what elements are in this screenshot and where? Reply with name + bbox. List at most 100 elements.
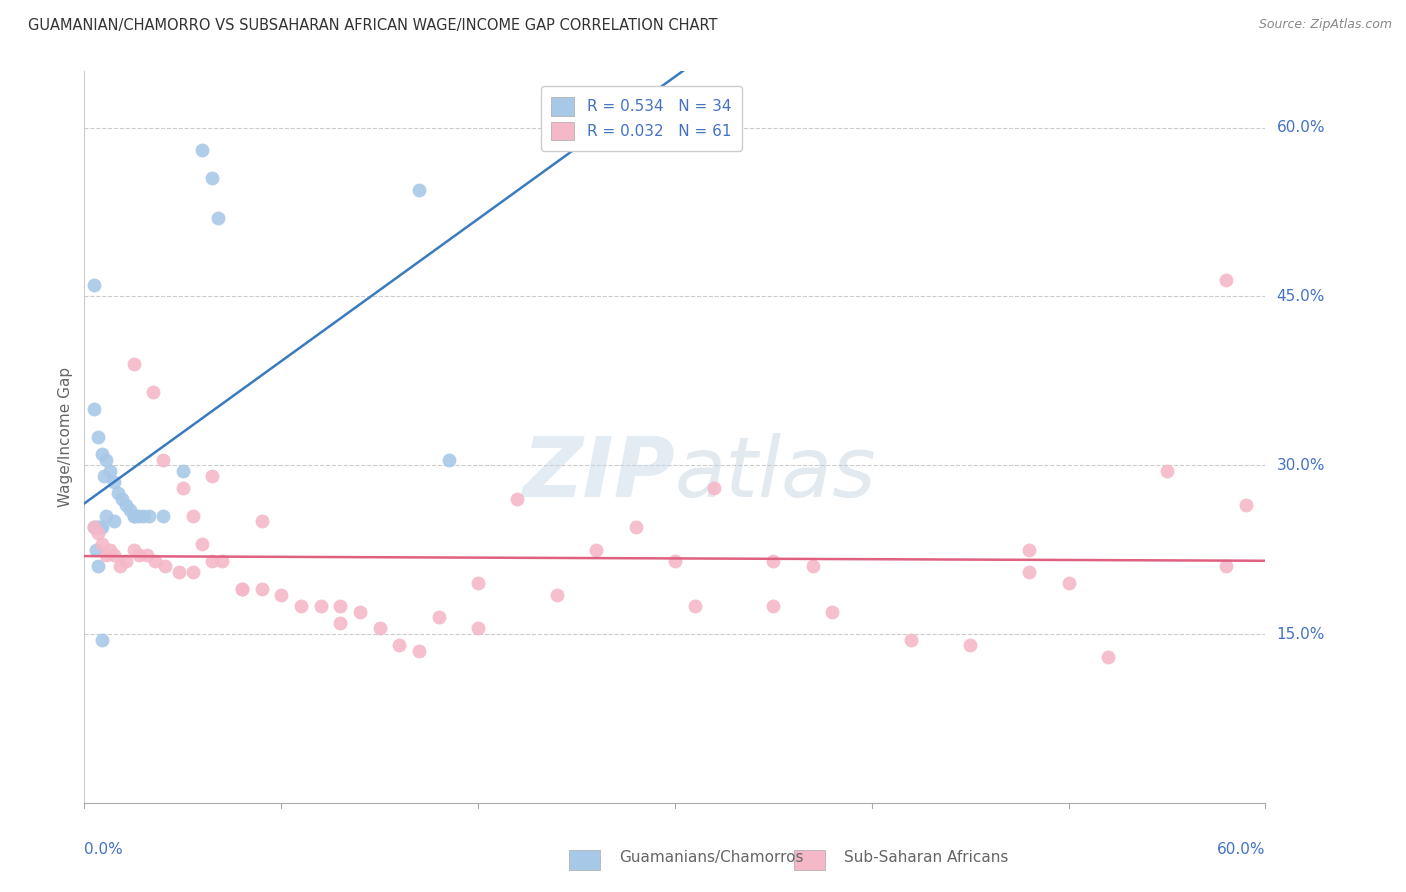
- Text: ZIP: ZIP: [522, 434, 675, 514]
- Text: 60.0%: 60.0%: [1277, 120, 1324, 135]
- Point: [93, 469, 115, 483]
- Point: [231, 582, 253, 596]
- Text: 60.0%: 60.0%: [1218, 842, 1265, 856]
- Point: [83, 520, 105, 534]
- Point: [900, 632, 922, 647]
- Point: [83, 401, 105, 416]
- Point: [368, 621, 391, 635]
- Point: [84, 542, 107, 557]
- Point: [103, 515, 125, 529]
- Point: [585, 542, 607, 557]
- Point: [191, 143, 214, 157]
- Point: [207, 211, 229, 225]
- Point: [87, 559, 110, 574]
- Point: [181, 565, 204, 579]
- Point: [87, 525, 110, 540]
- Point: [1057, 576, 1080, 591]
- Point: [94, 548, 117, 562]
- Point: [546, 588, 568, 602]
- Text: GUAMANIAN/CHAMORRO VS SUBSAHARAN AFRICAN WAGE/INCOME GAP CORRELATION CHART: GUAMANIAN/CHAMORRO VS SUBSAHARAN AFRICAN…: [28, 18, 717, 33]
- Point: [114, 554, 136, 568]
- Text: Guamanians/Chamorros: Guamanians/Chamorros: [619, 850, 803, 865]
- Point: [467, 621, 489, 635]
- Point: [89, 520, 111, 534]
- Point: [98, 464, 121, 478]
- Point: [664, 554, 686, 568]
- Point: [94, 508, 117, 523]
- Point: [388, 638, 411, 652]
- Point: [142, 385, 165, 400]
- Point: [152, 452, 174, 467]
- Point: [624, 520, 647, 534]
- Point: [91, 632, 114, 647]
- Point: [122, 508, 145, 523]
- Point: [437, 452, 460, 467]
- Point: [91, 520, 114, 534]
- Point: [821, 605, 844, 619]
- Point: [114, 498, 136, 512]
- Point: [1156, 464, 1178, 478]
- Point: [250, 515, 273, 529]
- Point: [111, 491, 134, 506]
- Point: [136, 548, 159, 562]
- Text: 15.0%: 15.0%: [1277, 626, 1324, 641]
- Point: [84, 520, 107, 534]
- Point: [108, 559, 131, 574]
- Point: [128, 548, 150, 562]
- Point: [127, 508, 149, 523]
- Point: [91, 447, 114, 461]
- Text: 45.0%: 45.0%: [1277, 289, 1324, 304]
- Point: [83, 520, 105, 534]
- Point: [1234, 498, 1257, 512]
- Point: [201, 171, 224, 186]
- Point: [427, 610, 450, 624]
- Point: [1018, 542, 1040, 557]
- Point: [801, 559, 824, 574]
- Point: [408, 644, 430, 658]
- Point: [683, 599, 706, 613]
- Point: [132, 508, 155, 523]
- Text: 30.0%: 30.0%: [1277, 458, 1324, 473]
- Point: [122, 542, 145, 557]
- Point: [506, 491, 529, 506]
- Point: [107, 486, 129, 500]
- Point: [309, 599, 332, 613]
- Point: [91, 537, 114, 551]
- Point: [172, 481, 194, 495]
- Point: [122, 508, 145, 523]
- Point: [153, 559, 176, 574]
- Point: [762, 554, 785, 568]
- Point: [172, 464, 194, 478]
- Point: [87, 430, 110, 444]
- Point: [329, 615, 352, 630]
- Point: [349, 605, 371, 619]
- Point: [138, 508, 160, 523]
- Point: [94, 452, 117, 467]
- Point: [250, 582, 273, 596]
- Point: [959, 638, 981, 652]
- Point: [703, 481, 725, 495]
- Point: [762, 599, 785, 613]
- Text: atlas: atlas: [675, 434, 876, 514]
- Text: Source: ZipAtlas.com: Source: ZipAtlas.com: [1258, 18, 1392, 31]
- Point: [191, 537, 214, 551]
- Point: [103, 548, 125, 562]
- Legend: R = 0.534   N = 34, R = 0.032   N = 61: R = 0.534 N = 34, R = 0.032 N = 61: [541, 87, 742, 151]
- Point: [83, 278, 105, 293]
- Point: [408, 182, 430, 196]
- Point: [122, 357, 145, 371]
- Point: [152, 508, 174, 523]
- Point: [87, 520, 110, 534]
- Point: [1215, 559, 1237, 574]
- Point: [290, 599, 312, 613]
- Point: [201, 554, 224, 568]
- Point: [181, 508, 204, 523]
- Point: [1215, 272, 1237, 286]
- Point: [211, 554, 233, 568]
- Point: [231, 582, 253, 596]
- Point: [98, 542, 121, 557]
- Y-axis label: Wage/Income Gap: Wage/Income Gap: [58, 367, 73, 508]
- Point: [118, 503, 141, 517]
- Point: [329, 599, 352, 613]
- Point: [1018, 565, 1040, 579]
